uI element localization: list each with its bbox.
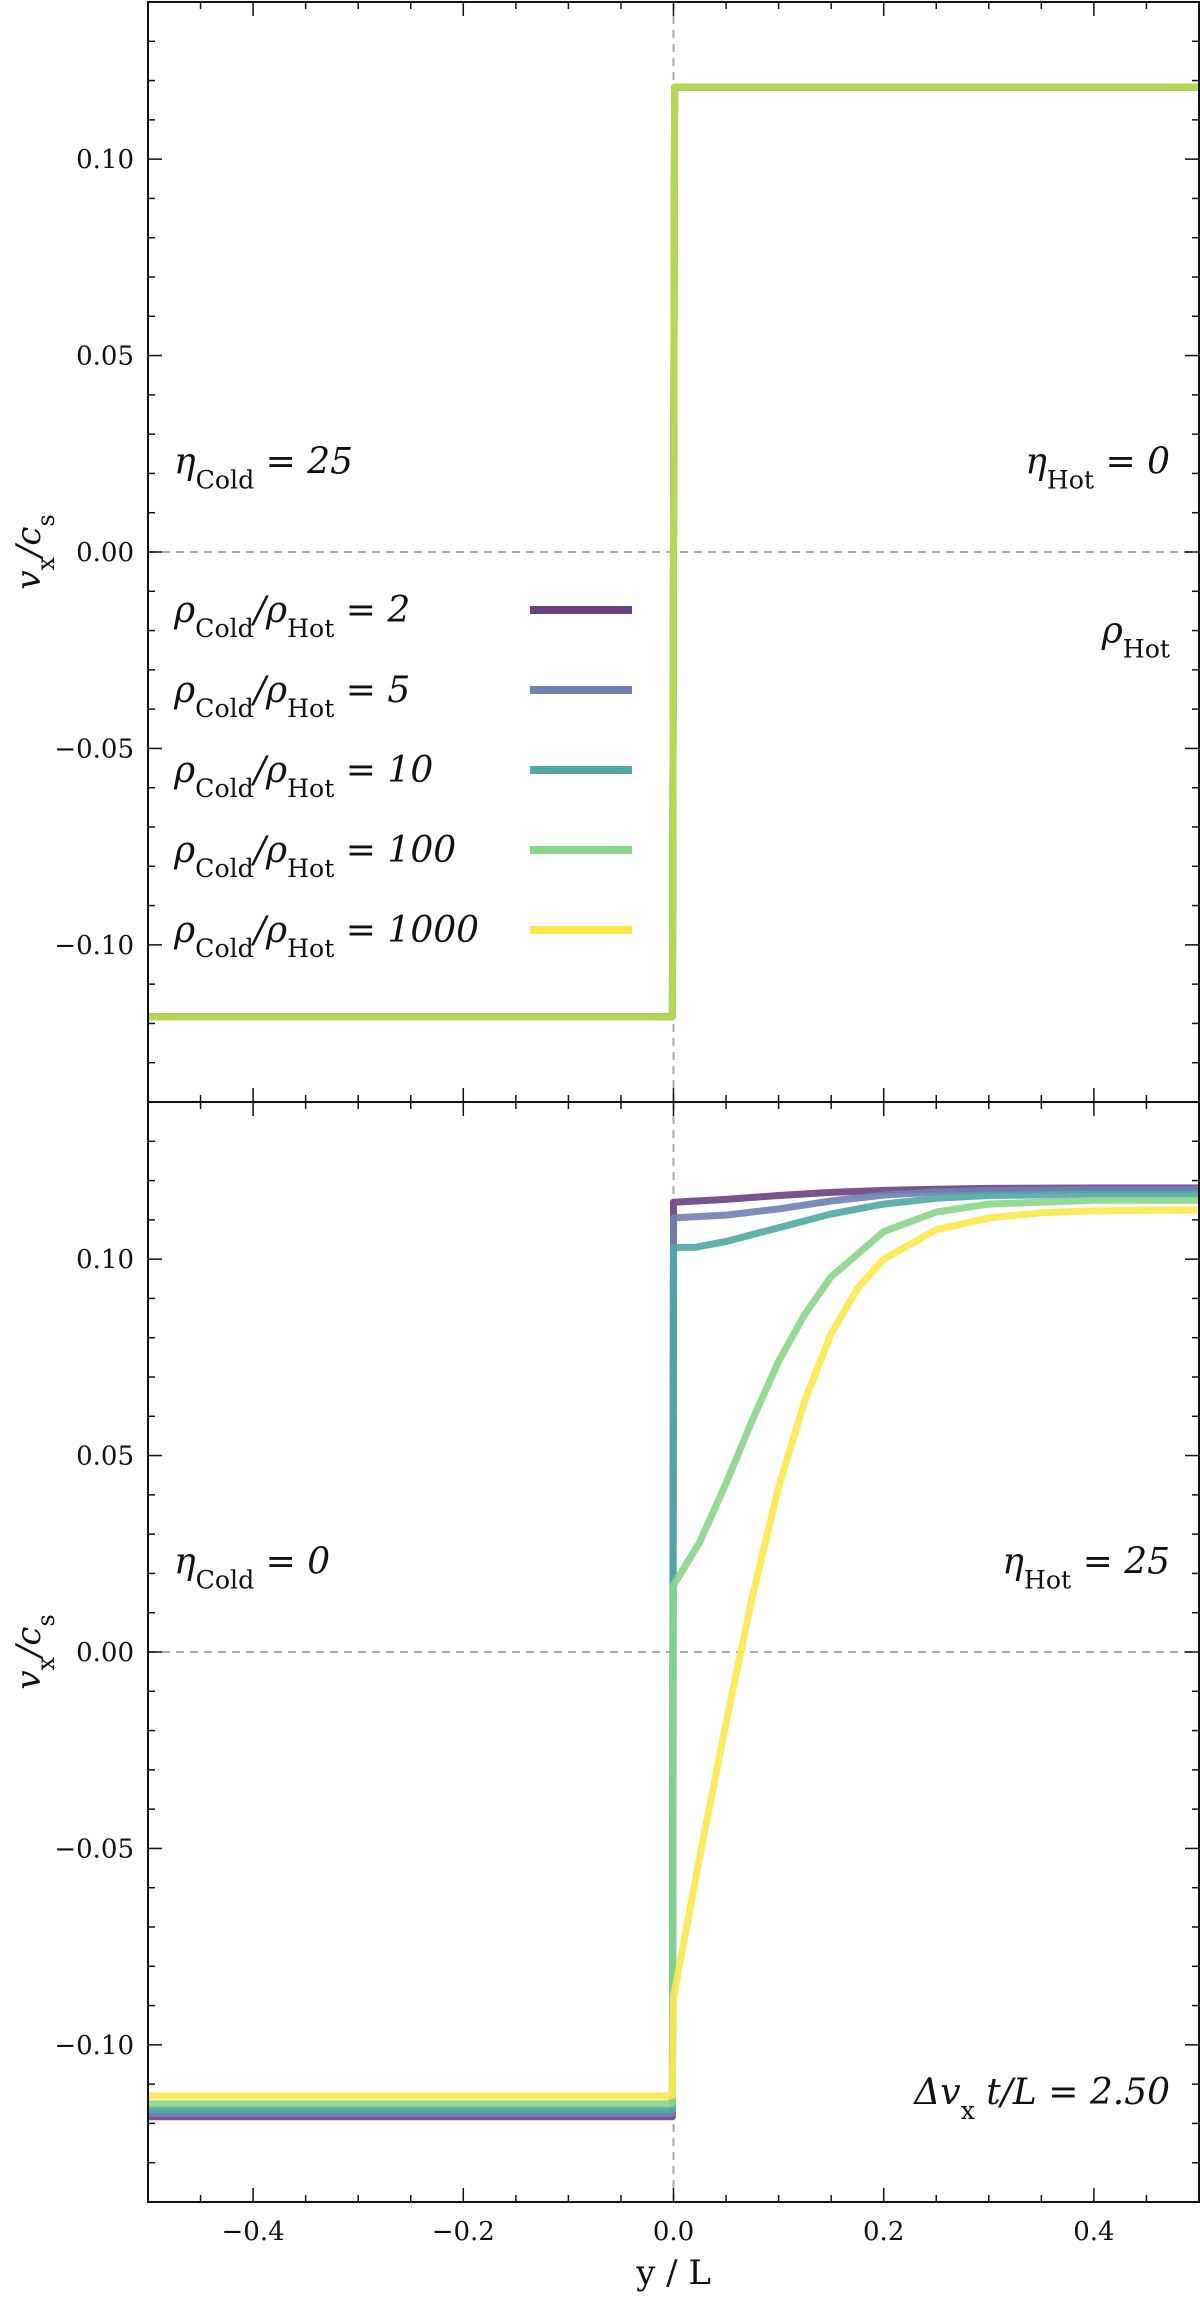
y-tick-label: 0.10 (76, 145, 134, 175)
annotation-left: ηCold = 25 (174, 441, 353, 494)
x-tick-label: 0.0 (653, 2217, 694, 2247)
y-tick-label: −0.10 (54, 2031, 134, 2061)
y-tick-label: 0.00 (76, 538, 134, 568)
series-line-5 (148, 83, 1199, 1021)
legend: ρCold/ρHot = 2 ρCold/ρHot = 5 ρCold/ρHot =… (173, 590, 632, 963)
y-tick-label: −0.05 (54, 734, 134, 764)
x-tick-label: −0.2 (432, 2217, 495, 2247)
series-group (148, 1184, 1199, 2121)
x-tick-label: −0.4 (222, 2217, 285, 2247)
legend-label-1: ρCold/ρHot = 2 (173, 590, 410, 643)
top-panel: −0.10 −0.05 0.00 0.05 0.10 vx/cs ηCold = 25 ηHo… (9, 1, 1200, 1103)
series-line-3 (148, 1190, 1199, 2114)
legend-label-4: ρCold/ρHot = 100 (173, 830, 456, 883)
series-line-5 (148, 1206, 1199, 2100)
y-tick-label: 0.05 (76, 1442, 134, 1472)
x-tick-label: 0.4 (1073, 2217, 1114, 2247)
x-tick-label: 0.2 (863, 2217, 904, 2247)
x-axis-title: y / L (635, 2253, 711, 2293)
y-tick-label: −0.10 (54, 931, 134, 961)
y-tick-label: 0.10 (76, 1245, 134, 1275)
annotation-mid-right: ρHot (1101, 611, 1170, 664)
series-line-4 (148, 1196, 1199, 2108)
annotation-bottom-right: Δvx t/L = 2.50 (912, 2072, 1170, 2125)
y-axis-title: vx/cs (9, 1614, 60, 1689)
legend-label-3: ρCold/ρHot = 10 (173, 750, 433, 803)
legend-label-5: ρCold/ρHot = 1000 (173, 910, 479, 963)
y-axis-title: vx/cs (9, 514, 60, 589)
y-tick-label: 0.00 (76, 1638, 134, 1668)
series-group (148, 83, 1199, 1021)
annotation-right: ηHot = 25 (1002, 1541, 1170, 1594)
y-tick-label: −0.05 (54, 1834, 134, 1864)
y-tick-label: 0.05 (76, 342, 134, 372)
annotation-right: ηHot = 0 (1025, 441, 1170, 494)
legend-label-2: ρCold/ρHot = 5 (173, 670, 410, 723)
annotation-left: ηCold = 0 (174, 1541, 330, 1594)
bottom-panel: −0.4 −0.2 0.0 0.2 0.4 −0.10 −0.05 0.00 0.05 0.10 v… (9, 1101, 1200, 2293)
